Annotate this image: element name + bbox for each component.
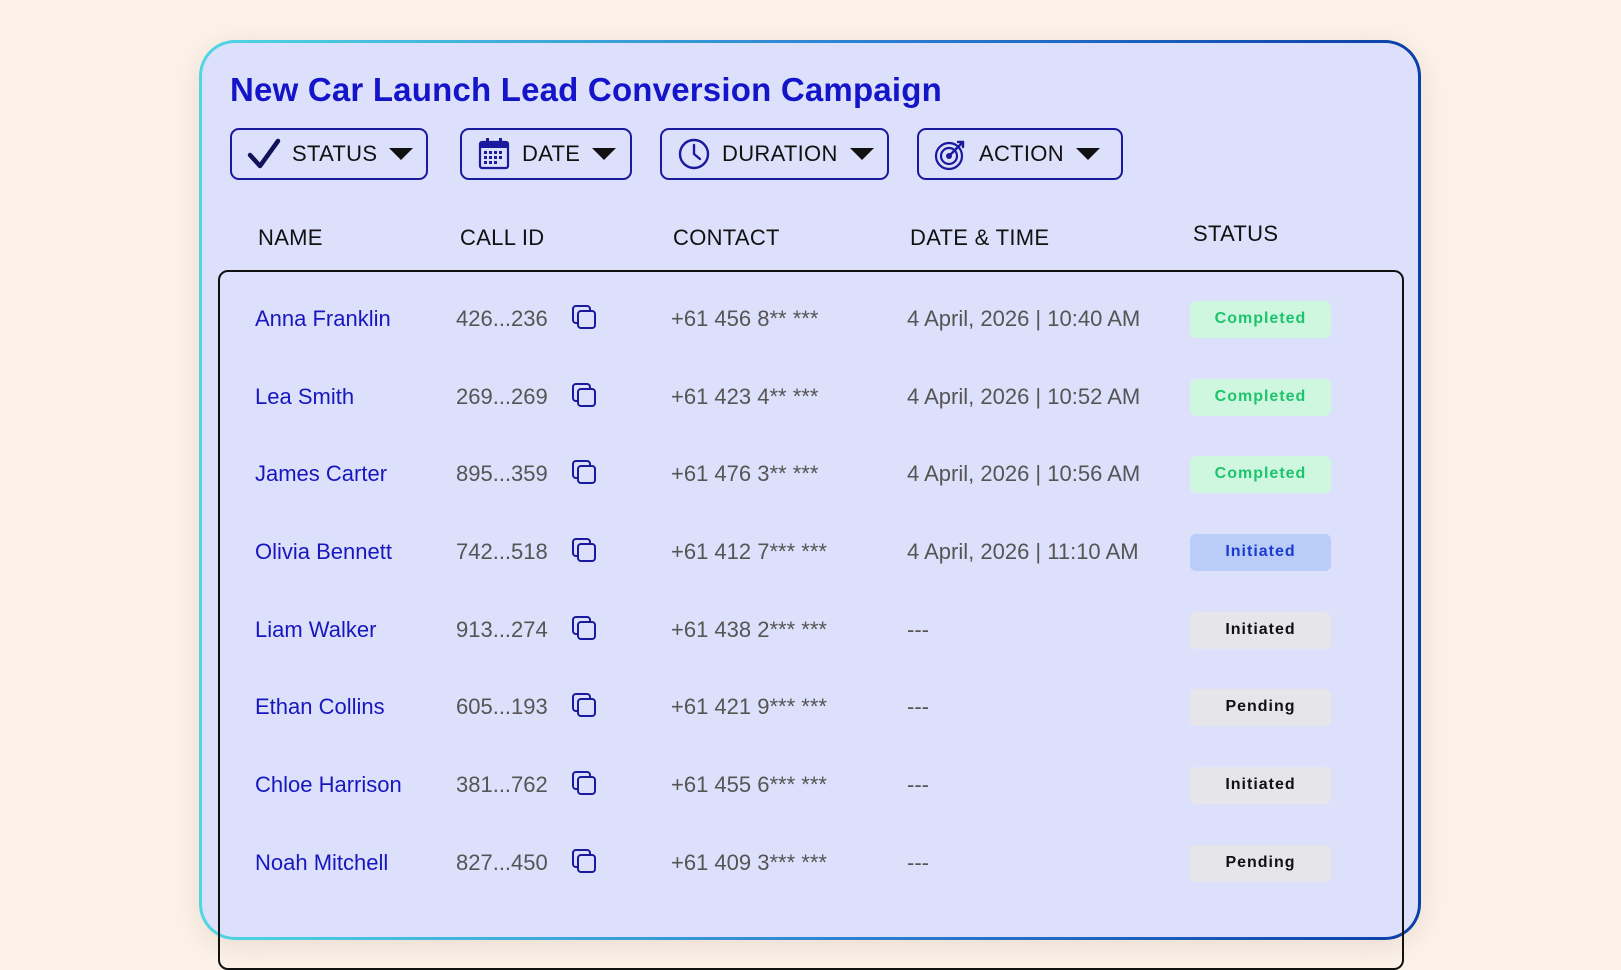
copy-call-id-button[interactable] <box>570 454 598 494</box>
campaign-card-body: New Car Launch Lead Conversion Campaign … <box>202 43 1418 970</box>
status-cell: Completed <box>1190 454 1331 494</box>
lead-name[interactable]: Olivia Bennett <box>255 539 392 564</box>
copy-icon <box>570 381 598 414</box>
call-datetime: 4 April, 2026 | 10:52 AM <box>907 384 1141 409</box>
copy-icon <box>570 614 598 647</box>
call-id: 895...359 <box>456 461 548 486</box>
call-id: 742...518 <box>456 539 548 564</box>
call-id: 913...274 <box>456 617 548 642</box>
status-badge: Completed <box>1190 378 1331 416</box>
status-filter-button[interactable]: STATUS <box>230 128 428 180</box>
call-id: 426...236 <box>456 306 548 331</box>
table-row[interactable]: Liam Walker 913...274 +61 438 2*** *** -… <box>220 610 1402 650</box>
chevron-down-icon <box>849 148 874 160</box>
contact-number: +61 438 2*** *** <box>671 617 827 642</box>
call-id: 827...450 <box>456 850 548 875</box>
lead-name[interactable]: Chloe Harrison <box>255 772 402 797</box>
page-title: New Car Launch Lead Conversion Campaign <box>230 71 942 108</box>
lead-name[interactable]: James Carter <box>255 461 388 486</box>
copy-call-id-button[interactable] <box>570 610 598 650</box>
clock-icon <box>676 136 712 172</box>
call-datetime: --- <box>907 617 929 642</box>
contact-number: +61 476 3** *** <box>671 461 819 486</box>
contact-number: +61 412 7*** *** <box>671 539 827 564</box>
lead-name[interactable]: Noah Mitchell <box>255 850 389 875</box>
call-id: 269...269 <box>456 384 548 409</box>
status-badge: Initiated <box>1190 533 1331 571</box>
copy-call-id-button[interactable] <box>570 843 598 883</box>
table-row[interactable]: Ethan Collins 605...193 +61 421 9*** ***… <box>220 687 1402 727</box>
column-header-status: STATUS <box>1193 221 1279 246</box>
table-row[interactable]: Noah Mitchell 827...450 +61 409 3*** ***… <box>220 843 1402 883</box>
copy-call-id-button[interactable] <box>570 765 598 805</box>
copy-call-id-button[interactable] <box>570 687 598 727</box>
call-id: 605...193 <box>456 694 548 719</box>
call-datetime: --- <box>907 694 929 719</box>
status-cell: Initiated <box>1190 765 1331 805</box>
table-row[interactable]: Lea Smith 269...269 +61 423 4** *** 4 Ap… <box>220 377 1402 417</box>
call-datetime: --- <box>907 850 929 875</box>
status-cell: Completed <box>1190 377 1331 417</box>
checkmark-icon <box>246 136 282 172</box>
lead-name[interactable]: Anna Franklin <box>255 306 391 331</box>
column-header-contact: CONTACT <box>673 225 780 250</box>
lead-name[interactable]: Ethan Collins <box>255 694 385 719</box>
status-badge: Completed <box>1190 455 1331 493</box>
call-datetime: 4 April, 2026 | 10:40 AM <box>907 306 1141 331</box>
action-filter-button[interactable]: ACTION <box>917 128 1123 180</box>
target-icon <box>933 136 969 172</box>
status-cell: Pending <box>1190 843 1331 883</box>
action-filter-label: ACTION <box>979 141 1064 166</box>
copy-call-id-button[interactable] <box>570 532 598 572</box>
leads-table: Anna Franklin 426...236 +61 456 8** *** … <box>218 270 1404 970</box>
lead-name[interactable]: Lea Smith <box>255 384 355 409</box>
column-header-datetime: DATE & TIME <box>910 225 1050 250</box>
campaign-card: New Car Launch Lead Conversion Campaign … <box>199 40 1421 970</box>
status-cell: Pending <box>1190 687 1331 727</box>
copy-icon <box>570 536 598 569</box>
call-datetime: --- <box>907 772 929 797</box>
table-row[interactable]: James Carter 895...359 +61 476 3** *** 4… <box>220 454 1402 494</box>
chevron-down-icon <box>1075 148 1100 160</box>
status-badge: Initiated <box>1190 766 1331 804</box>
copy-icon <box>570 847 598 880</box>
copy-icon <box>570 303 598 336</box>
contact-number: +61 455 6*** *** <box>671 772 827 797</box>
contact-number: +61 423 4** *** <box>671 384 819 409</box>
call-datetime: 4 April, 2026 | 10:56 AM <box>907 461 1141 486</box>
call-id: 381...762 <box>456 772 548 797</box>
status-badge: Pending <box>1190 844 1331 882</box>
status-cell: Initiated <box>1190 610 1331 650</box>
copy-call-id-button[interactable] <box>570 299 598 339</box>
date-filter-button[interactable]: DATE <box>460 128 632 180</box>
table-row[interactable]: Olivia Bennett 742...518 +61 412 7*** **… <box>220 532 1402 572</box>
copy-icon <box>570 691 598 724</box>
chevron-down-icon <box>592 148 617 160</box>
status-cell: Initiated <box>1190 532 1331 572</box>
copy-call-id-button[interactable] <box>570 377 598 417</box>
chevron-down-icon <box>389 148 414 160</box>
duration-filter-button[interactable]: DURATION <box>660 128 889 180</box>
date-filter-label: DATE <box>522 141 581 166</box>
lead-name[interactable]: Liam Walker <box>255 617 377 642</box>
status-filter-label: STATUS <box>292 141 378 166</box>
contact-number: +61 456 8** *** <box>671 306 819 331</box>
contact-number: +61 409 3*** *** <box>671 850 827 875</box>
status-badge: Pending <box>1190 688 1331 726</box>
column-header-name: NAME <box>258 225 323 250</box>
copy-icon <box>570 458 598 491</box>
contact-number: +61 421 9*** *** <box>671 694 827 719</box>
status-badge: Initiated <box>1190 611 1331 649</box>
duration-filter-label: DURATION <box>722 141 838 166</box>
copy-icon <box>570 769 598 802</box>
table-row[interactable]: Chloe Harrison 381...762 +61 455 6*** **… <box>220 765 1402 805</box>
status-badge: Completed <box>1190 300 1331 338</box>
table-row[interactable]: Anna Franklin 426...236 +61 456 8** *** … <box>220 299 1402 339</box>
status-cell: Completed <box>1190 299 1331 339</box>
call-datetime: 4 April, 2026 | 11:10 AM <box>907 539 1139 564</box>
column-header-call-id: CALL ID <box>460 225 545 250</box>
calendar-icon <box>476 136 512 172</box>
table-header: NAME CALL ID CONTACT DATE & TIME STATUS <box>202 221 1418 261</box>
